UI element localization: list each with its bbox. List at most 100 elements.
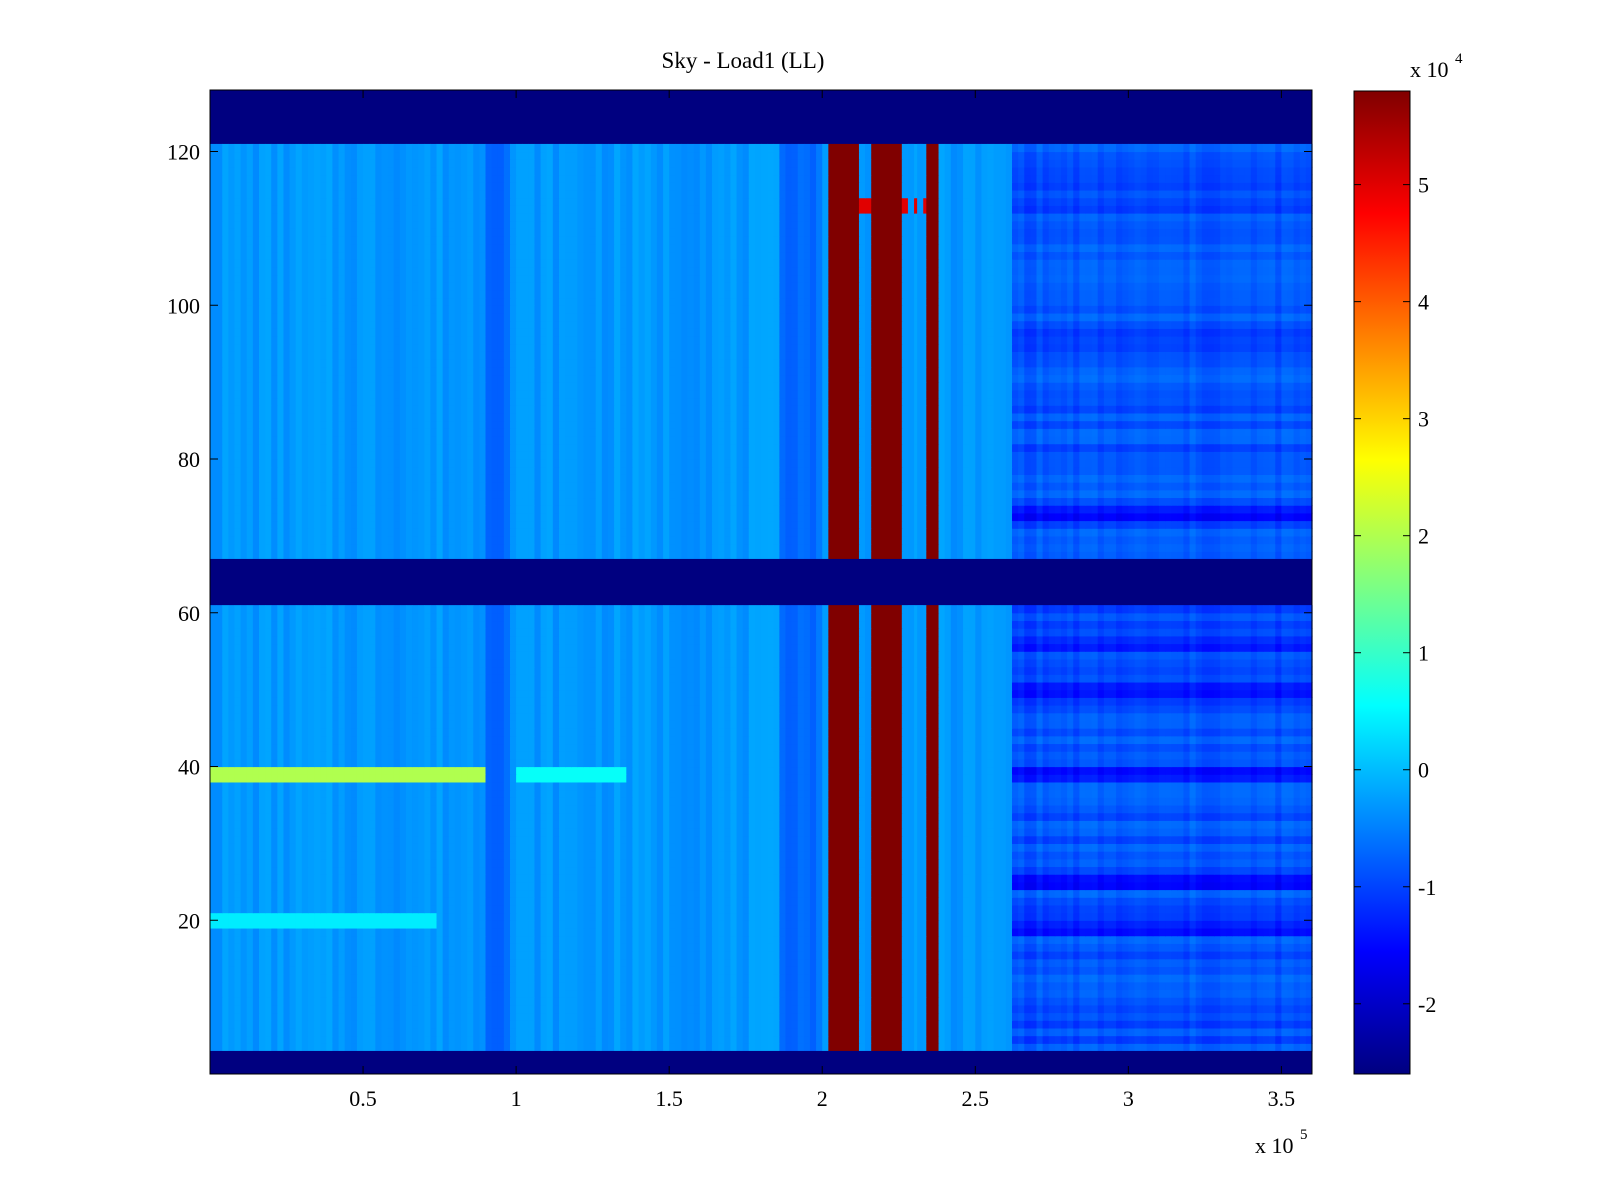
heatmap-cell (1091, 897, 1099, 906)
chart-title: Sky - Load1 (LL) (662, 48, 825, 73)
heatmap-cell (742, 874, 750, 883)
heatmap-cell (418, 943, 425, 952)
heatmap-cell (871, 1012, 878, 1021)
heatmap-cell (246, 835, 254, 844)
heatmap-cell (754, 835, 762, 844)
heatmap-cell (858, 1012, 866, 1021)
heatmap-cell (816, 897, 823, 906)
heatmap-cell (222, 927, 229, 937)
heatmap-cell (271, 874, 278, 883)
heatmap-cell (1079, 1035, 1087, 1044)
heatmap-cell (399, 981, 407, 991)
heatmap-cell (638, 835, 646, 844)
heatmap-cell (295, 843, 303, 852)
heatmap-cell (430, 851, 438, 860)
heatmap-cell (803, 851, 811, 860)
heatmap-cell (865, 1012, 872, 1021)
heatmap-cell (742, 1043, 750, 1052)
heatmap-cell (895, 966, 903, 975)
heatmap-cell (1109, 951, 1117, 960)
heatmap-cell (283, 951, 291, 960)
heatmap-cell (669, 1035, 676, 1044)
heatmap-cell (289, 981, 297, 991)
heatmap-cell (522, 843, 529, 852)
heatmap-cell (1060, 912, 1068, 921)
heatmap-cell (369, 958, 376, 967)
heatmap-cell (1146, 874, 1154, 883)
heatmap-cell (828, 874, 836, 883)
heatmap-cell (1220, 935, 1227, 944)
heatmap-cell (295, 974, 303, 983)
heatmap-cell (663, 1012, 670, 1021)
heatmap-cell (1085, 843, 1093, 852)
heatmap-cell (748, 981, 756, 991)
heatmap-cell (926, 966, 934, 975)
heatmap-cells (210, 90, 1313, 1074)
heatmap-cell (950, 1043, 958, 1052)
heatmap-cell (767, 904, 774, 914)
heatmap-cell (405, 989, 413, 998)
heatmap-cell (509, 897, 517, 906)
heatmap-cell (1128, 912, 1136, 921)
heatmap-cell (1109, 1020, 1117, 1029)
heatmap-cell (1171, 904, 1178, 914)
heatmap-cell (1128, 881, 1136, 891)
heatmap-cell (1256, 858, 1264, 868)
heatmap-cell (1201, 843, 1209, 852)
heatmap-cell (1036, 943, 1044, 952)
heatmap-cell (895, 1012, 903, 1021)
heatmap-cell (497, 951, 505, 960)
heatmap-cell (791, 1035, 799, 1044)
heatmap-cell (448, 927, 456, 937)
heatmap-cell (479, 851, 487, 860)
heatmap-cell (773, 1027, 780, 1037)
heatmap-cell (1177, 974, 1185, 983)
heatmap-cell (773, 943, 780, 952)
heatmap-cell (595, 974, 603, 983)
heatmap-cell (222, 1020, 229, 1029)
heatmap-cell (1024, 866, 1031, 875)
heatmap-cell (699, 904, 707, 914)
heatmap-cell (454, 966, 462, 975)
heatmap-cell (1177, 1035, 1185, 1044)
heatmap-cell (809, 1004, 817, 1014)
heatmap-cell (1091, 935, 1099, 944)
heatmap-cell (681, 889, 689, 898)
heatmap-cell (724, 851, 731, 860)
heatmap-cell (301, 958, 309, 967)
heatmap-cell (246, 989, 254, 998)
heatmap-cell (552, 843, 560, 852)
heatmap-cell (607, 966, 615, 975)
heatmap-cell (1293, 881, 1301, 891)
heatmap-cell (491, 843, 499, 852)
heatmap-cell (565, 935, 572, 944)
heatmap-cell (1244, 843, 1252, 852)
heatmap-cell (565, 997, 572, 1006)
heatmap-cell (1122, 1004, 1129, 1014)
heatmap-cell (963, 981, 970, 991)
heatmap-cell (1287, 974, 1295, 983)
heatmap-cell (534, 958, 542, 967)
heatmap-cell (969, 920, 976, 929)
heatmap-cell (1269, 1004, 1276, 1014)
heatmap-cell (356, 997, 364, 1006)
heatmap-cell (767, 858, 774, 868)
heatmap-cell (222, 1035, 229, 1044)
heatmap-cell (699, 935, 707, 944)
heatmap-cell (1018, 935, 1025, 944)
heatmap-cell (724, 943, 731, 952)
heatmap-cell (626, 912, 634, 921)
heatmap-cell (926, 974, 934, 983)
heatmap-cell (375, 1020, 383, 1029)
heatmap-cell (638, 1027, 646, 1037)
heatmap-cell (448, 874, 456, 883)
heatmap-cell (252, 1043, 260, 1052)
heatmap-cell (1275, 1043, 1282, 1052)
heatmap-cell (730, 958, 738, 967)
heatmap-cell (669, 989, 676, 998)
heatmap-cell (1134, 1004, 1142, 1014)
heatmap-cell (589, 1020, 597, 1029)
heatmap-cell (1238, 974, 1246, 983)
heatmap-cell (1287, 1012, 1295, 1021)
heatmap-cell (999, 927, 1007, 937)
